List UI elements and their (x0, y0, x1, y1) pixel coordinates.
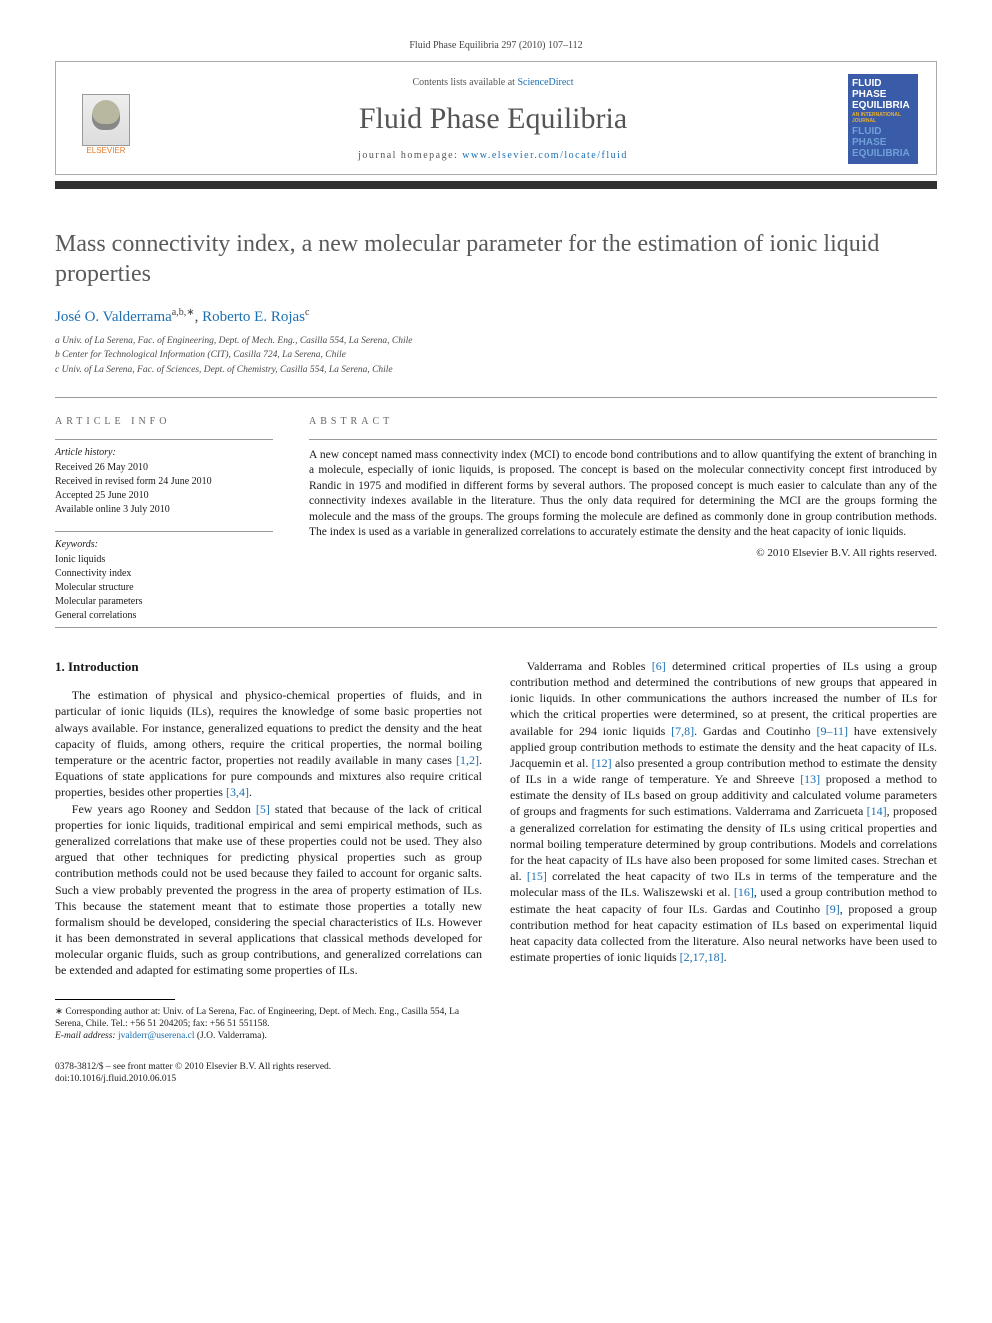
homepage-link[interactable]: www.elsevier.com/locate/fluid (462, 150, 628, 161)
history-label: Article history: (55, 446, 273, 460)
ref-7-8[interactable]: [7,8] (671, 724, 694, 738)
publisher-name: ELSEVIER (86, 146, 125, 155)
cover-title-1: FLUID PHASE (852, 78, 914, 100)
affil-c: c Univ. of La Serena, Fac. of Sciences, … (55, 363, 937, 377)
p2-b: stated that because of the lack of criti… (55, 802, 482, 978)
contents-line: Contents lists available at ScienceDirec… (154, 77, 832, 88)
author-sup-1: a,b,∗ (172, 307, 195, 318)
cover-subtitle: AN INTERNATIONAL JOURNAL (852, 113, 914, 124)
history-accepted: Accepted 25 June 2010 (55, 489, 273, 503)
elsevier-logo: ELSEVIER (74, 83, 138, 155)
cover-title-2: EQUILIBRIA (852, 100, 914, 111)
cover-title-3: FLUID PHASE (852, 126, 914, 148)
separator-bar (55, 181, 937, 189)
affiliations: a Univ. of La Serena, Fac. of Engineerin… (55, 334, 937, 377)
ref-5[interactable]: [5] (256, 802, 270, 816)
journal-cover: FLUID PHASE EQUILIBRIA AN INTERNATIONAL … (848, 74, 918, 164)
ref-6[interactable]: [6] (652, 659, 666, 673)
p1-a: The estimation of physical and physico-c… (55, 688, 482, 767)
intro-p1: The estimation of physical and physico-c… (55, 687, 482, 800)
ref-9b[interactable]: [9] (826, 902, 840, 916)
citation-line: Fluid Phase Equilibria 297 (2010) 107–11… (55, 40, 937, 51)
history-received: Received 26 May 2010 (55, 461, 273, 475)
homepage-prefix: journal homepage: (358, 150, 462, 161)
info-heading: ARTICLE INFO (55, 416, 273, 427)
intro-p2: Few years ago Rooney and Seddon [5] stat… (55, 801, 482, 979)
issn-line: 0378-3812/$ – see front matter © 2010 El… (55, 1061, 937, 1073)
kw-2: Connectivity index (55, 567, 273, 581)
ref-12[interactable]: [12] (592, 756, 612, 770)
email-label: E-mail address: (55, 1031, 118, 1041)
email-line: E-mail address: jvalderr@userena.cl (J.O… (55, 1030, 482, 1042)
footnote-separator (55, 999, 175, 1000)
author-link-2[interactable]: Roberto E. Rojas (202, 309, 305, 325)
p3-a: Valderrama and Robles (527, 659, 652, 673)
ref-9-11[interactable]: [9–11] (816, 724, 848, 738)
ref-15[interactable]: [15] (527, 869, 547, 883)
p3-c: . Gardas and Coutinho (694, 724, 816, 738)
footer: 0378-3812/$ – see front matter © 2010 El… (55, 1061, 937, 1086)
contents-prefix: Contents lists available at (412, 77, 517, 88)
author-sup-2: c (305, 307, 309, 318)
section-heading-intro: 1. Introduction (55, 658, 482, 676)
abstract-text: A new concept named mass connectivity in… (309, 448, 937, 541)
ref-13[interactable]: [13] (800, 772, 820, 786)
article-title: Mass connectivity index, a new molecular… (55, 229, 937, 289)
rule-bottom (55, 627, 937, 628)
keywords-label: Keywords: (55, 538, 273, 552)
affil-a: a Univ. of La Serena, Fac. of Engineerin… (55, 334, 937, 348)
affil-b: b Center for Technological Information (… (55, 348, 937, 362)
kw-5: General correlations (55, 609, 273, 623)
sciencedirect-link[interactable]: ScienceDirect (517, 77, 573, 88)
p2-a: Few years ago Rooney and Seddon (72, 802, 256, 816)
keywords: Keywords: Ionic liquids Connectivity ind… (55, 538, 273, 623)
intro-p3: Valderrama and Robles [6] determined cri… (510, 658, 937, 966)
kw-1: Ionic liquids (55, 553, 273, 567)
email-link[interactable]: jvalderr@userena.cl (118, 1031, 195, 1041)
rule-top (55, 397, 937, 398)
doi-line: doi:10.1016/j.fluid.2010.06.015 (55, 1073, 937, 1085)
ref-3-4[interactable]: [3,4] (226, 785, 249, 799)
authors: José O. Valderramaa,b,∗, Roberto E. Roja… (55, 307, 937, 326)
abstract-copyright: © 2010 Elsevier B.V. All rights reserved… (309, 547, 937, 559)
author-sep: , (195, 309, 203, 325)
homepage-line: journal homepage: www.elsevier.com/locat… (154, 150, 832, 161)
abstract: ABSTRACT A new concept named mass connec… (309, 402, 937, 623)
elsevier-tree-icon (82, 94, 130, 146)
journal-name: Fluid Phase Equilibria (154, 102, 832, 136)
body-columns: 1. Introduction The estimation of physic… (55, 658, 937, 1043)
ref-2-17-18[interactable]: [2,17,18] (680, 950, 724, 964)
p3-k: . (724, 950, 727, 964)
email-who: (J.O. Valderrama). (195, 1031, 267, 1041)
history-online: Available online 3 July 2010 (55, 503, 273, 517)
history-revised: Received in revised form 24 June 2010 (55, 475, 273, 489)
ref-14[interactable]: [14] (867, 804, 887, 818)
ref-1-2[interactable]: [1,2] (456, 753, 479, 767)
journal-header: ELSEVIER Contents lists available at Sci… (55, 61, 937, 175)
kw-3: Molecular structure (55, 581, 273, 595)
article-history: Article history: Received 26 May 2010 Re… (55, 446, 273, 517)
author-link-1[interactable]: José O. Valderrama (55, 309, 172, 325)
cover-title-4: EQUILIBRIA (852, 148, 914, 159)
ref-16[interactable]: [16] (734, 885, 754, 899)
kw-4: Molecular parameters (55, 595, 273, 609)
abstract-heading: ABSTRACT (309, 416, 937, 427)
p1-c: . (249, 785, 252, 799)
article-info: ARTICLE INFO Article history: Received 2… (55, 402, 273, 623)
corresponding-author: ∗ Corresponding author at: Univ. of La S… (55, 1006, 482, 1031)
